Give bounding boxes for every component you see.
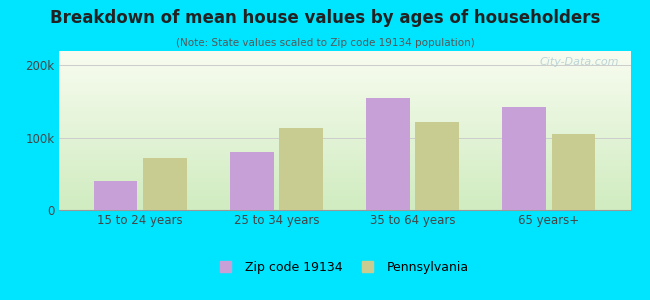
Bar	[367, 98, 410, 210]
Text: Breakdown of mean house values by ages of householders: Breakdown of mean house values by ages o…	[50, 9, 600, 27]
Legend: Zip code 19134, Pennsylvania: Zip code 19134, Pennsylvania	[218, 259, 471, 277]
Bar	[94, 181, 138, 210]
Bar	[415, 122, 459, 210]
Text: (Note: State values scaled to Zip code 19134 population): (Note: State values scaled to Zip code 1…	[176, 38, 474, 47]
Bar	[230, 152, 274, 210]
Bar	[279, 128, 322, 210]
Bar	[551, 134, 595, 210]
Bar	[502, 107, 546, 210]
Text: City-Data.com: City-Data.com	[540, 57, 619, 68]
Bar	[143, 158, 187, 210]
